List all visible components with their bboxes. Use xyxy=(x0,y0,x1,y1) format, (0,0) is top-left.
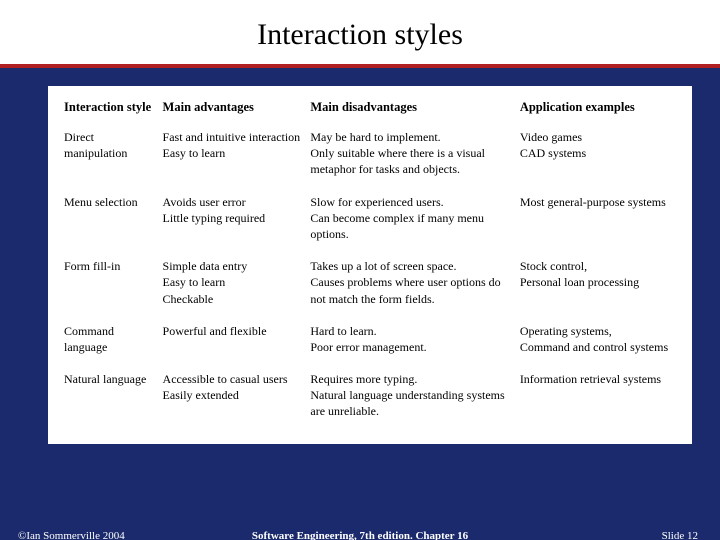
footer-slide-number: Slide 12 xyxy=(662,530,698,540)
cell-disadvantages: May be hard to implement.Only suitable w… xyxy=(308,123,517,188)
col-header-examples: Application examples xyxy=(518,96,678,123)
table-row: Natural language Accessible to casual us… xyxy=(62,365,678,430)
table-row: Menu selection Avoids user errorLittle t… xyxy=(62,188,678,253)
cell-style: Form fill-in xyxy=(62,252,161,317)
content-panel: Interaction style Main advantages Main d… xyxy=(48,86,692,444)
cell-style: Command language xyxy=(62,317,161,365)
cell-disadvantages: Takes up a lot of screen space.Causes pr… xyxy=(308,252,517,317)
col-header-style: Interaction style xyxy=(62,96,161,123)
cell-disadvantages: Hard to learn.Poor error management. xyxy=(308,317,517,365)
slide-title: Interaction styles xyxy=(0,0,720,64)
cell-advantages: Simple data entryEasy to learnCheckable xyxy=(161,252,309,317)
table-row: Form fill-in Simple data entryEasy to le… xyxy=(62,252,678,317)
table-body: Direct manipulation Fast and intuitive i… xyxy=(62,123,678,430)
cell-disadvantages: Requires more typing.Natural language un… xyxy=(308,365,517,430)
col-header-disadvantages: Main disadvantages xyxy=(308,96,517,123)
cell-advantages: Powerful and flexible xyxy=(161,317,309,365)
cell-style: Menu selection xyxy=(62,188,161,253)
cell-advantages: Avoids user errorLittle typing required xyxy=(161,188,309,253)
title-region: Interaction styles xyxy=(0,0,720,68)
table-row: Command language Powerful and flexible H… xyxy=(62,317,678,365)
cell-examples: Operating systems,Command and control sy… xyxy=(518,317,678,365)
footer-chapter: Software Engineering, 7th edition. Chapt… xyxy=(0,530,720,540)
cell-disadvantages: Slow for experienced users.Can become co… xyxy=(308,188,517,253)
cell-style: Direct manipulation xyxy=(62,123,161,188)
table-row: Direct manipulation Fast and intuitive i… xyxy=(62,123,678,188)
table-header-row: Interaction style Main advantages Main d… xyxy=(62,96,678,123)
cell-advantages: Fast and intuitive interactionEasy to le… xyxy=(161,123,309,188)
interaction-styles-table: Interaction style Main advantages Main d… xyxy=(62,96,678,430)
cell-style: Natural language xyxy=(62,365,161,430)
cell-examples: Video gamesCAD systems xyxy=(518,123,678,188)
cell-examples: Information retrieval systems xyxy=(518,365,678,430)
cell-examples: Most general-purpose systems xyxy=(518,188,678,253)
col-header-advantages: Main advantages xyxy=(161,96,309,123)
slide: Interaction styles Interaction style Mai… xyxy=(0,0,720,540)
cell-advantages: Accessible to casual usersEasily extende… xyxy=(161,365,309,430)
cell-examples: Stock control,Personal loan processing xyxy=(518,252,678,317)
